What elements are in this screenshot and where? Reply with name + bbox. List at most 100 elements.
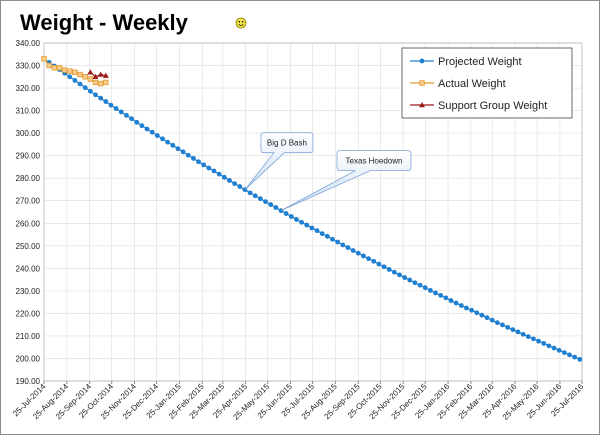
y-tick-label: 250.00 xyxy=(16,242,41,251)
y-tick-label: 320.00 xyxy=(16,84,41,93)
marker xyxy=(113,106,119,111)
y-tick-label: 240.00 xyxy=(16,264,41,273)
marker xyxy=(67,74,73,80)
callout-text: Big D Bash xyxy=(267,139,307,148)
y-tick-label: 310.00 xyxy=(16,107,41,116)
marker xyxy=(46,62,52,69)
marker xyxy=(448,298,454,303)
marker xyxy=(520,331,526,337)
marker xyxy=(427,288,433,293)
y-tick-label: 220.00 xyxy=(16,309,41,318)
marker xyxy=(72,69,78,75)
marker xyxy=(129,116,134,122)
marker xyxy=(191,155,196,161)
marker xyxy=(494,320,500,326)
legend-marker xyxy=(419,80,425,86)
marker xyxy=(288,214,294,219)
marker xyxy=(124,112,129,118)
marker xyxy=(41,56,47,62)
callout: Texas Hoedown xyxy=(280,150,412,212)
marker xyxy=(149,129,155,135)
marker xyxy=(500,322,505,328)
y-tick-label: 200.00 xyxy=(16,354,41,363)
marker xyxy=(551,345,557,351)
marker xyxy=(541,340,547,346)
marker xyxy=(299,219,304,225)
marker xyxy=(335,239,341,245)
marker xyxy=(469,307,475,313)
marker xyxy=(175,146,181,152)
marker xyxy=(185,152,191,158)
y-tick-label: 260.00 xyxy=(16,219,41,228)
marker xyxy=(438,292,444,298)
marker xyxy=(391,269,397,275)
marker xyxy=(92,79,99,86)
smiley xyxy=(235,17,247,29)
marker xyxy=(257,196,263,202)
marker xyxy=(154,133,160,139)
chart-title: Weight - Weekly xyxy=(20,10,189,35)
marker xyxy=(87,69,94,75)
marker xyxy=(381,264,387,270)
marker xyxy=(118,109,124,115)
marker xyxy=(87,76,94,82)
y-tick-label: 330.00 xyxy=(16,62,41,71)
marker xyxy=(170,142,176,148)
marker xyxy=(561,350,567,356)
marker xyxy=(433,290,438,296)
marker xyxy=(330,236,335,242)
marker xyxy=(361,253,366,259)
marker xyxy=(567,352,572,358)
marker xyxy=(531,336,536,342)
marker xyxy=(422,285,428,291)
marker xyxy=(479,312,485,318)
marker xyxy=(216,171,222,177)
marker xyxy=(211,168,217,174)
marker xyxy=(180,149,186,155)
marker xyxy=(77,81,83,87)
marker xyxy=(314,228,320,234)
series-line xyxy=(89,71,106,78)
callout-box xyxy=(280,150,412,212)
marker xyxy=(139,123,145,129)
marker xyxy=(371,258,377,264)
marker xyxy=(92,73,99,79)
y-tick-label: 290.00 xyxy=(16,152,41,161)
marker xyxy=(345,245,351,251)
marker xyxy=(103,99,109,104)
legend-label: Projected Weight xyxy=(438,56,522,68)
marker xyxy=(134,119,140,125)
marker xyxy=(160,136,165,142)
marker xyxy=(515,329,521,335)
marker xyxy=(103,79,109,86)
marker xyxy=(263,199,268,205)
marker xyxy=(252,193,258,199)
marker xyxy=(474,310,480,316)
y-tick-label: 210.00 xyxy=(16,332,41,341)
marker xyxy=(505,324,511,330)
marker xyxy=(464,305,469,311)
marker xyxy=(87,88,93,94)
marker xyxy=(376,261,382,267)
marker xyxy=(340,242,346,248)
marker xyxy=(97,80,104,87)
marker xyxy=(237,184,243,189)
marker xyxy=(67,68,73,74)
marker xyxy=(484,315,490,321)
marker xyxy=(201,162,207,168)
legend-label: Support Group Weight xyxy=(438,100,547,112)
marker xyxy=(572,354,578,360)
marker xyxy=(319,231,325,237)
marker xyxy=(443,295,449,301)
marker xyxy=(196,159,201,165)
callout-box xyxy=(244,132,314,190)
marker xyxy=(82,74,88,80)
marker xyxy=(108,102,114,108)
marker xyxy=(56,65,63,71)
marker xyxy=(206,165,212,171)
marker xyxy=(273,205,279,210)
y-tick-label: 300.00 xyxy=(16,129,41,138)
marker xyxy=(355,250,361,256)
y-tick-label: 340.00 xyxy=(16,39,41,48)
marker xyxy=(536,338,541,344)
